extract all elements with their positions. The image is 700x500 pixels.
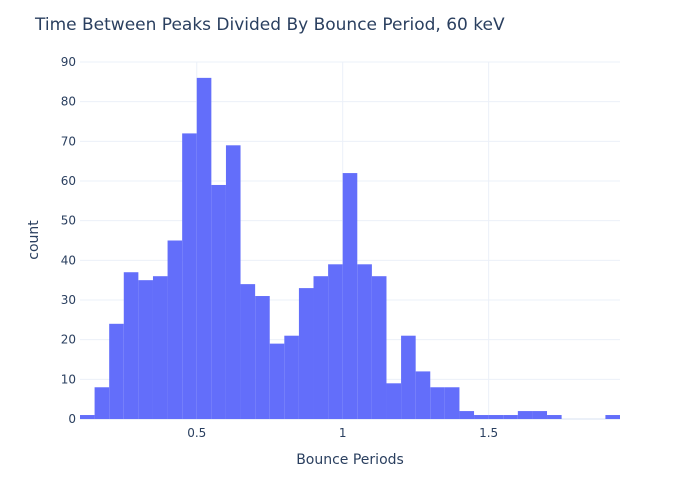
histogram-bar xyxy=(547,415,562,419)
y-tick-label: 90 xyxy=(61,55,76,69)
histogram-bar xyxy=(167,240,183,419)
histogram-bar xyxy=(503,415,518,419)
y-tick-label: 10 xyxy=(61,372,76,386)
histogram-bar xyxy=(371,276,387,419)
histogram-bar xyxy=(357,264,372,419)
histogram-bar xyxy=(196,77,212,420)
histogram-bar xyxy=(255,296,270,419)
histogram-bar xyxy=(182,133,197,419)
histogram-bar xyxy=(386,383,402,419)
y-tick-label: 70 xyxy=(61,134,76,148)
y-tick-label: 40 xyxy=(61,253,76,267)
histogram-bar xyxy=(269,343,285,419)
histogram-bar xyxy=(328,264,343,419)
histogram-bar xyxy=(401,335,416,419)
histogram-bar xyxy=(415,371,431,419)
x-tick-label: 1 xyxy=(339,426,347,440)
histogram-bar xyxy=(474,415,489,419)
x-axis-title: Bounce Periods xyxy=(296,452,404,468)
histogram-bar xyxy=(459,411,475,419)
y-tick-label: 20 xyxy=(61,333,76,347)
histogram-bar xyxy=(152,276,168,419)
y-tick-label: 50 xyxy=(61,214,76,228)
x-tick-label: 1.5 xyxy=(479,426,498,440)
histogram-bar xyxy=(284,335,299,419)
histogram-bar xyxy=(211,184,226,419)
histogram-bar xyxy=(138,280,153,419)
histogram-bar xyxy=(532,411,548,419)
y-tick-label: 60 xyxy=(61,174,76,188)
y-tick-label: 80 xyxy=(61,95,76,109)
histogram-bar xyxy=(240,284,256,419)
y-tick-label: 30 xyxy=(61,293,76,307)
histogram-bar xyxy=(605,415,620,419)
histogram-bar xyxy=(109,323,124,419)
histogram-bar xyxy=(488,415,504,419)
histogram-bar xyxy=(517,411,533,419)
histogram-bar xyxy=(298,288,314,419)
tick-labels-layer: 0 10 20 30 40 50 60 70 80 90 0.5 1 1.5 xyxy=(61,55,498,440)
histogram-bar xyxy=(313,276,329,419)
histogram-bar xyxy=(430,387,445,419)
bars-layer xyxy=(80,77,620,420)
histogram-bar xyxy=(80,415,95,419)
x-tick-label: 0.5 xyxy=(187,426,206,440)
histogram-bar xyxy=(94,387,110,419)
histogram-bar xyxy=(342,173,358,419)
histogram-bar xyxy=(444,387,460,419)
histogram-bar xyxy=(123,272,139,419)
y-tick-label: 0 xyxy=(68,412,76,426)
y-axis-title: count xyxy=(26,220,42,260)
chart-title: Time Between Peaks Divided By Bounce Per… xyxy=(34,15,505,35)
histogram-bar xyxy=(225,145,241,420)
